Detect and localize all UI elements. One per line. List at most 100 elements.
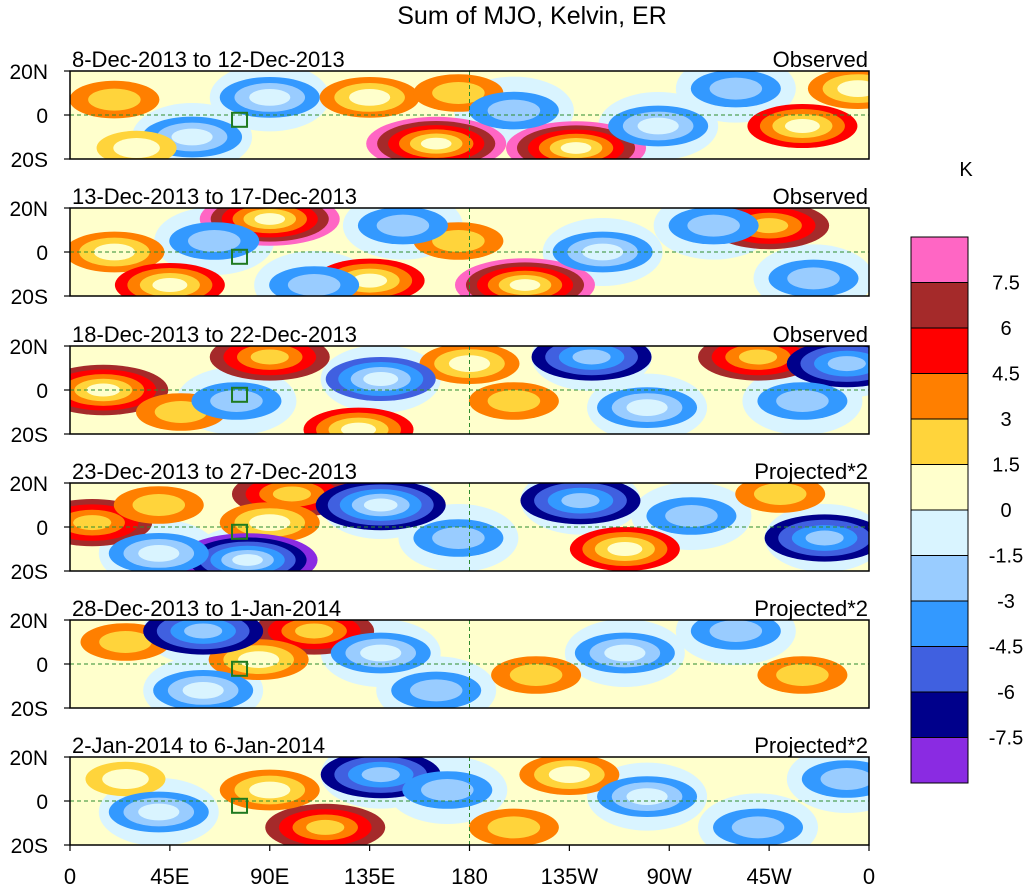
negative-anomaly-contour xyxy=(787,267,840,290)
positive-anomaly-contour xyxy=(272,486,312,502)
positive-anomaly-contour xyxy=(254,213,286,225)
positive-anomaly-contour xyxy=(560,142,592,154)
lon-tick-label: 0 xyxy=(863,864,875,889)
colorbar-swatch xyxy=(910,327,969,374)
lat-tick-label: 0 xyxy=(36,654,48,677)
positive-anomaly-contour xyxy=(132,494,186,516)
negative-anomaly-contour xyxy=(572,349,611,365)
panel-label: Projected*2 xyxy=(754,733,868,758)
negative-anomaly-contour xyxy=(709,620,763,642)
colorbar-level-label: 6 xyxy=(1000,318,1011,340)
lat-tick-label: 20S xyxy=(11,698,48,721)
colorbar-unit-label: K xyxy=(959,159,973,181)
colorbar-swatch xyxy=(910,737,969,784)
colorbar-level-label: -1.5 xyxy=(989,546,1023,568)
panel-label: Projected*2 xyxy=(754,459,868,484)
positive-anomaly-contour xyxy=(152,278,188,292)
negative-anomaly-contour xyxy=(184,623,223,639)
positive-anomaly-contour xyxy=(750,218,789,234)
panel-date-range: 18-Dec-2013 to 22-Dec-2013 xyxy=(72,322,357,347)
negative-anomaly-contour xyxy=(487,99,541,122)
negative-anomaly-contour xyxy=(637,117,679,135)
negative-anomaly-contour xyxy=(776,390,829,412)
positive-anomaly-contour xyxy=(306,819,345,835)
negative-anomaly-contour xyxy=(376,214,430,237)
colorbar-level-label: -4.5 xyxy=(989,637,1023,659)
lon-tick-label: 45E xyxy=(150,864,189,889)
positive-anomaly-contour xyxy=(607,542,643,556)
lat-tick-label: 0 xyxy=(36,242,48,265)
reference-box xyxy=(231,523,249,540)
negative-anomaly-contour xyxy=(604,644,646,662)
positive-anomaly-contour xyxy=(352,273,388,288)
anomaly-field xyxy=(85,757,869,845)
negative-anomaly-contour xyxy=(805,530,844,546)
colorbar-swatch xyxy=(910,464,969,511)
lon-tick-label: 90E xyxy=(250,864,289,889)
lon-tick-label: 135E xyxy=(344,864,395,889)
positive-anomaly-contour xyxy=(753,483,807,505)
colorbar: K 7.5 6 4.5 3 1.5 0 -1.5 -3 -4.5 -6 -7.5 xyxy=(910,159,1023,784)
panel-date-range: 28-Dec-2013 to 1-Jan-2014 xyxy=(72,596,341,621)
positive-anomaly-contour xyxy=(250,349,289,365)
lon-tick-label: 180 xyxy=(451,864,488,889)
negative-anomaly-contour xyxy=(827,356,866,372)
lat-tick-label: 20S xyxy=(11,286,48,309)
positive-anomaly-contour xyxy=(295,623,334,639)
longitude-axis: 0 45E 90E 135E 180 135W 90W 45W 0 xyxy=(64,845,875,889)
lat-tick-label: 0 xyxy=(36,791,48,814)
negative-anomaly-contour xyxy=(287,274,341,296)
lon-tick-label: 135W xyxy=(541,864,599,889)
positive-anomaly-contour xyxy=(102,768,149,790)
colorbar-swatch xyxy=(910,236,969,283)
lat-tick-label: 20N xyxy=(9,61,48,84)
panel-label: Projected*2 xyxy=(754,596,868,621)
colorbar-level-label: 1.5 xyxy=(992,455,1020,477)
anomaly-field xyxy=(80,620,848,708)
colorbar-swatch xyxy=(910,691,969,738)
positive-anomaly-contour xyxy=(837,80,869,97)
positive-anomaly-contour xyxy=(420,137,452,150)
lat-tick-label: 20N xyxy=(9,198,48,221)
positive-anomaly-contour xyxy=(776,664,829,686)
lat-tick-label: 20N xyxy=(9,747,48,770)
positive-anomaly-contour xyxy=(249,514,291,531)
panel-date-range: 13-Dec-2013 to 17-Dec-2013 xyxy=(72,184,357,209)
negative-anomaly-contour xyxy=(409,679,463,702)
positive-anomaly-contour xyxy=(487,816,541,839)
positive-anomaly-contour xyxy=(509,279,541,291)
positive-anomaly-contour xyxy=(548,766,590,783)
positive-anomaly-contour xyxy=(73,515,112,531)
negative-anomaly-contour xyxy=(182,682,224,699)
negative-anomaly-contour xyxy=(360,644,402,662)
positive-anomaly-contour xyxy=(341,422,377,434)
positive-anomaly-contour xyxy=(432,230,485,252)
colorbar-swatch xyxy=(910,600,969,647)
lon-tick-label: 0 xyxy=(64,864,76,889)
negative-anomaly-contour xyxy=(188,230,241,252)
panel-5: 28-Dec-2013 to 1-Jan-2014 Projected*2 20N 0… xyxy=(9,596,870,721)
colorbar-swatch xyxy=(910,646,969,693)
colorbar-level-label: 0 xyxy=(1000,500,1011,522)
positive-anomaly-contour xyxy=(509,664,563,686)
panel-1: 8-Dec-2013 to 12-Dec-2013 Observed 20N 0 20S xyxy=(9,47,870,172)
panel-label: Observed xyxy=(773,322,868,347)
reference-box xyxy=(231,797,249,814)
negative-anomaly-contour xyxy=(138,803,180,821)
negative-anomaly-contour xyxy=(363,498,398,512)
positive-anomaly-contour xyxy=(349,89,391,106)
positive-anomaly-contour xyxy=(113,137,160,159)
colorbar-level-label: -6 xyxy=(997,682,1015,704)
positive-anomaly-contour xyxy=(738,349,778,365)
panel-date-range: 2-Jan-2014 to 6-Jan-2014 xyxy=(72,733,325,758)
lat-tick-label: 20S xyxy=(11,835,48,858)
positive-anomaly-contour xyxy=(238,651,280,668)
negative-anomaly-contour xyxy=(249,89,291,106)
colorbar-swatch xyxy=(910,282,969,329)
panel-date-range: 8-Dec-2013 to 12-Dec-2013 xyxy=(72,47,345,72)
colorbar-level-label: -7.5 xyxy=(989,728,1023,750)
positive-anomaly-contour xyxy=(99,631,152,653)
lat-tick-label: 0 xyxy=(36,105,48,128)
panel-4: 23-Dec-2013 to 27-Dec-2013 Projected*2 20N… xyxy=(9,459,870,584)
negative-anomaly-contour xyxy=(820,768,869,790)
